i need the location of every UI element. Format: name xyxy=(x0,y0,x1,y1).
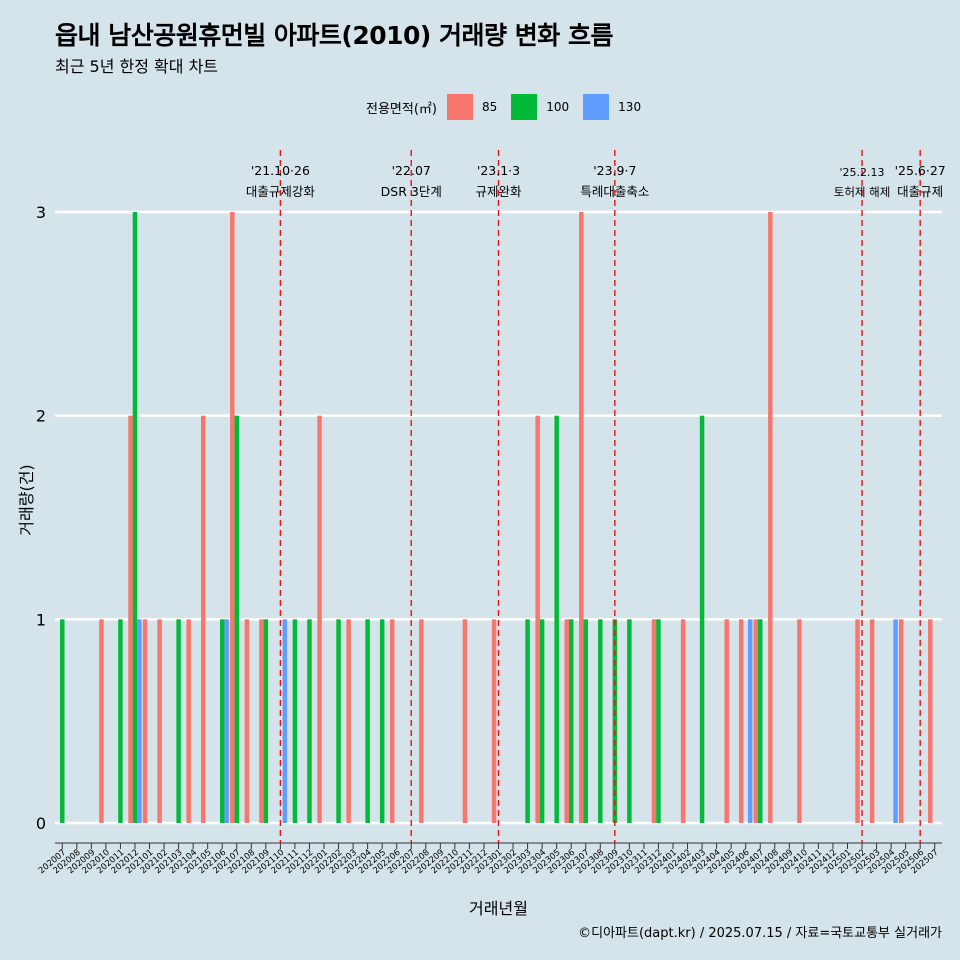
bar-85-202109 xyxy=(259,619,264,823)
bar-100-202111 xyxy=(292,619,298,823)
bar-85-202108 xyxy=(244,619,250,823)
bar-100-202204 xyxy=(365,619,370,823)
bar-100-202407 xyxy=(758,619,763,823)
y-tick-label: 1 xyxy=(36,610,46,629)
bar-85-202406 xyxy=(739,619,744,823)
legend-label-100: 100 xyxy=(546,100,570,114)
bar-85-202201 xyxy=(317,415,322,823)
event-label: 대출규제강화 xyxy=(246,184,316,199)
bar-85-202402 xyxy=(680,619,686,823)
bar-85-202105 xyxy=(200,415,206,823)
bar-130-202110 xyxy=(282,619,288,823)
bar-100-202310 xyxy=(627,619,632,823)
legend-item-85: 85 xyxy=(446,94,498,120)
bar-85-202010 xyxy=(99,619,104,823)
bar-85-202301 xyxy=(491,619,497,823)
bar-100-202308 xyxy=(598,619,603,823)
bar-100-202103 xyxy=(176,619,181,823)
bar-100-202307 xyxy=(583,619,588,823)
event-date-label: '23.9·7 xyxy=(593,163,636,178)
bar-85-202107 xyxy=(230,212,235,823)
bar-85-202306 xyxy=(564,619,569,823)
bar-85-202505 xyxy=(898,619,904,823)
bar-100-202007 xyxy=(60,619,65,823)
event-date-label: '21.10·26 xyxy=(251,163,310,178)
legend-key-100 xyxy=(511,94,538,120)
bar-85-202507 xyxy=(928,619,933,823)
event-date-label: '25.6·27 xyxy=(895,163,946,178)
y-tick-label: 2 xyxy=(36,407,46,426)
bar-85-202102 xyxy=(157,619,162,823)
bar-100-202403 xyxy=(699,415,705,823)
bar-130-202106 xyxy=(224,619,229,823)
event-label: 규제완화 xyxy=(475,184,522,199)
bar-130-202504 xyxy=(893,619,898,823)
bar-85-202211 xyxy=(462,619,468,823)
legend-label-85: 85 xyxy=(481,100,498,114)
bar-85-202101 xyxy=(142,619,148,823)
bar-85-202405 xyxy=(724,619,729,823)
legend-key-85 xyxy=(446,94,473,120)
bar-100-202012 xyxy=(132,212,138,823)
bar-100-202106 xyxy=(219,619,225,823)
bar-100-202312 xyxy=(656,619,661,823)
bar-85-202307 xyxy=(579,212,584,823)
event-label: 대출규제 xyxy=(897,184,943,199)
bar-85-202408 xyxy=(768,212,773,823)
x-axis-title: 거래년월 xyxy=(469,899,528,918)
legend-item-130: 130 xyxy=(583,94,641,120)
bar-85-202203 xyxy=(346,619,351,823)
y-axis-title: 거래량(건) xyxy=(17,464,36,535)
bar-85-202410 xyxy=(797,619,802,823)
bar-85-202104 xyxy=(186,619,191,823)
event-date-label: '23.1·3 xyxy=(477,163,520,178)
bar-130-202012 xyxy=(137,619,142,823)
bar-85-202012 xyxy=(128,415,133,823)
legend-key-130 xyxy=(583,94,610,120)
bar-100-202303 xyxy=(525,619,530,823)
bar-100-202109 xyxy=(263,619,269,823)
event-date-label: '25.2.13 xyxy=(840,166,885,179)
bar-130-202406 xyxy=(747,619,753,823)
bar-100-202304 xyxy=(539,619,545,823)
bar-100-202112 xyxy=(307,619,312,823)
event-label: 특례대출축소 xyxy=(580,184,649,199)
bar-100-202205 xyxy=(379,619,385,823)
bar-100-202306 xyxy=(568,619,574,823)
bar-100-202305 xyxy=(554,415,559,823)
bar-85-202312 xyxy=(651,619,657,823)
legend-title: 전용면적(㎡) xyxy=(366,101,437,117)
y-tick-label: 0 xyxy=(36,814,46,833)
legend-item-100: 100 xyxy=(511,94,569,120)
bar-85-202206 xyxy=(390,619,395,823)
legend-label-130: 130 xyxy=(618,100,642,114)
bar-100-202202 xyxy=(336,619,341,823)
source-caption: ©디아파트(dapt.kr) / 2025.07.15 / 자료=국토교통부 실… xyxy=(578,926,942,941)
y-tick-label: 3 xyxy=(36,203,46,222)
event-date-label: '22.07 xyxy=(392,163,431,178)
bar-85-202503 xyxy=(869,619,875,823)
bar-85-202304 xyxy=(535,415,540,823)
event-label: 토허제 해제 xyxy=(834,185,891,199)
bar-85-202502 xyxy=(855,619,860,823)
event-label: DSR 3단계 xyxy=(381,184,442,199)
bar-85-202407 xyxy=(753,619,759,823)
bar-100-202011 xyxy=(118,619,123,823)
chart-title: 읍내 남산공원휴먼빌 아파트(2010) 거래량 변화 흐름 xyxy=(55,21,613,50)
chart-subtitle: 최근 5년 한정 확대 차트 xyxy=(55,57,219,76)
legend: 전용면적(㎡) 85 100 130 xyxy=(366,93,655,121)
bar-100-202107 xyxy=(234,415,239,823)
bar-85-202208 xyxy=(419,619,424,823)
